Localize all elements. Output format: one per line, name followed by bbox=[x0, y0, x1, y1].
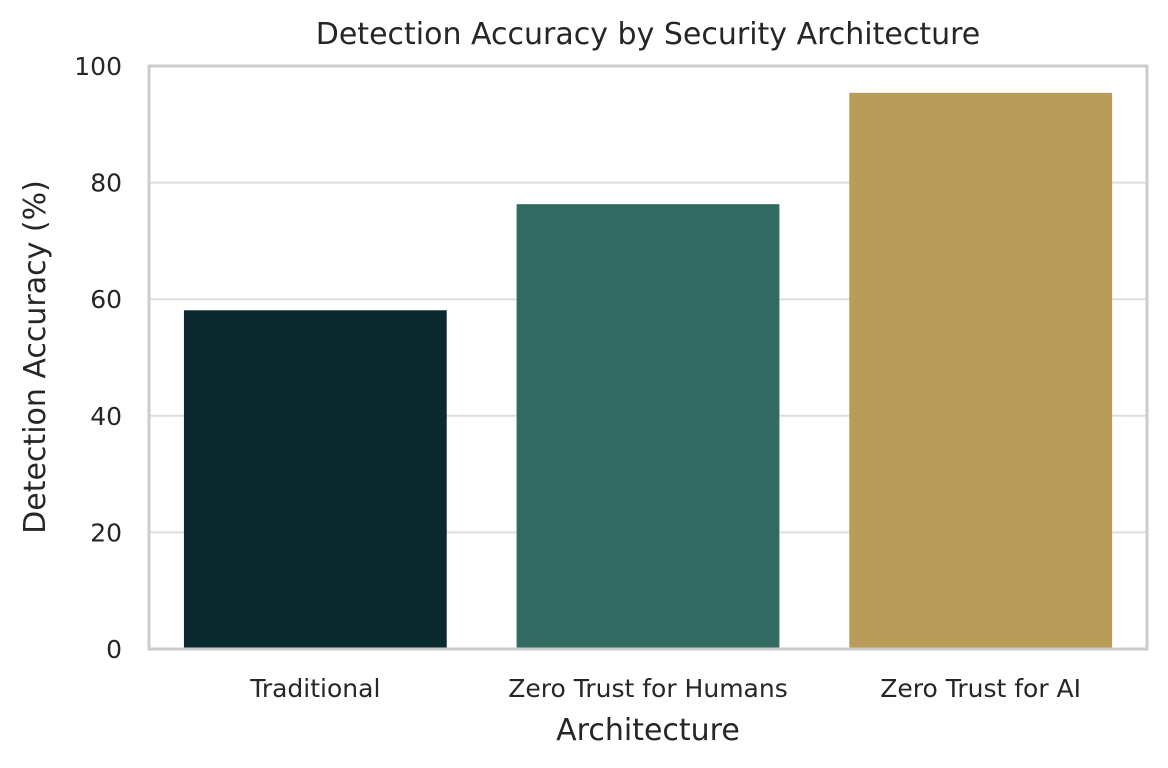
y-tick-label: 40 bbox=[90, 402, 122, 431]
bar-traditional bbox=[183, 310, 447, 649]
x-axis-label: Architecture bbox=[556, 713, 740, 748]
y-axis-label: Detection Accuracy (%) bbox=[18, 180, 53, 534]
x-tick-label: Zero Trust for Humans bbox=[508, 674, 787, 703]
chart-title: Detection Accuracy by Security Architect… bbox=[316, 17, 981, 52]
x-tick-label: Traditional bbox=[249, 674, 380, 703]
y-tick-label: 60 bbox=[90, 285, 122, 314]
bar-zero-trust-for-humans bbox=[516, 204, 780, 649]
y-tick-label: 20 bbox=[90, 518, 122, 547]
x-tick-labels: Traditional Zero Trust for Humans Zero Tru… bbox=[249, 674, 1081, 703]
bar-zero-trust-for-ai bbox=[849, 92, 1113, 650]
x-tick-label: Zero Trust for AI bbox=[880, 674, 1081, 703]
y-tick-labels: 0 20 40 60 80 100 bbox=[74, 52, 122, 664]
y-tick-label: 80 bbox=[90, 169, 122, 198]
bar-series bbox=[183, 92, 1113, 650]
y-tick-label: 0 bbox=[106, 635, 122, 664]
plot-frame bbox=[147, 64, 1149, 651]
y-tick-label: 100 bbox=[74, 52, 122, 81]
